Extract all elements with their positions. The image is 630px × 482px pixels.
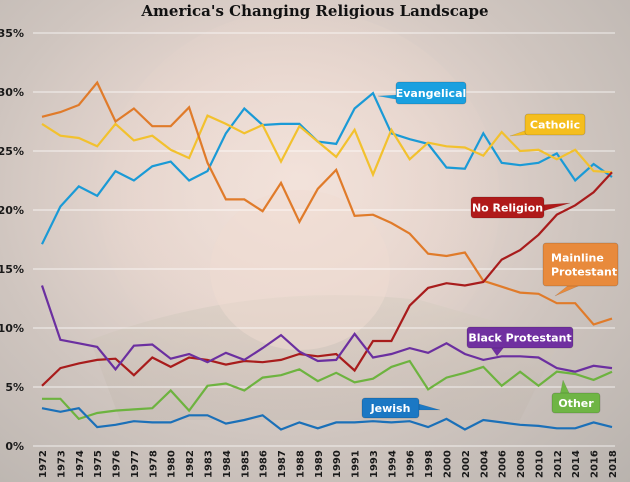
- callout-evangelical: Evangelical: [377, 81, 467, 105]
- x-tick-label: 2008: [516, 450, 527, 478]
- x-tick-label: 1988: [295, 450, 306, 478]
- series-callouts: Evangelical Catholic No Religion MainlinePr…: [361, 81, 619, 419]
- y-tick-label: 15%: [0, 263, 24, 276]
- x-tick-label: 1987: [277, 450, 288, 478]
- x-tick-label: 2016: [590, 450, 601, 478]
- x-tick-label: 1998: [424, 450, 435, 478]
- x-tick-label: 1982: [185, 450, 196, 478]
- callout-jewish: Jewish: [361, 397, 441, 419]
- series-lines: [40, 80, 613, 431]
- x-tick-label: 1996: [406, 450, 417, 478]
- callout-black-protestant: Black Protestant: [466, 326, 574, 357]
- x-tick-label: 1990: [332, 450, 343, 478]
- y-tick-label: 35%: [0, 27, 24, 40]
- y-tick-label: 5%: [5, 381, 24, 394]
- series-line-mainline-protestant: [41, 80, 613, 326]
- callout-catholic: Catholic: [509, 113, 586, 137]
- x-tick-label: 1973: [56, 450, 67, 478]
- callout-label: Catholic: [530, 119, 580, 132]
- x-tick-label: 1986: [259, 450, 270, 478]
- x-tick-label: 2004: [479, 450, 490, 478]
- x-tick-label: 1993: [369, 450, 380, 478]
- x-tick-label: 1972: [38, 450, 49, 478]
- series-line-other: [42, 359, 613, 421]
- x-tick-label: 1985: [240, 450, 251, 478]
- series-line-black-protestant: [40, 285, 613, 373]
- x-tick-label: 1976: [112, 450, 123, 478]
- x-tick-label: 1975: [93, 450, 104, 478]
- callout-box: [551, 392, 601, 414]
- callout-label: Other: [558, 397, 594, 410]
- x-tick-label: 2006: [498, 450, 509, 478]
- callout-label: Protestant: [551, 266, 617, 279]
- y-tick-label: 25%: [0, 145, 24, 158]
- x-tick-label: 2012: [553, 450, 564, 478]
- series-line-no-religion: [41, 171, 613, 387]
- callout-label: Evangelical: [396, 87, 467, 100]
- y-tick-label: 10%: [0, 322, 24, 335]
- y-axis: 0% 5% 10% 15% 20% 25% 30% 35%: [0, 27, 24, 453]
- x-tick-label: 1991: [351, 450, 362, 478]
- gridlines: [33, 32, 615, 447]
- x-tick-label: 1989: [314, 450, 325, 478]
- y-tick-label: 20%: [0, 204, 24, 217]
- series-line-catholic: [41, 114, 613, 178]
- x-tick-label: 1994: [387, 450, 398, 478]
- x-tick-label: 1977: [130, 450, 141, 478]
- callout-box: [542, 242, 619, 287]
- y-tick-label: 30%: [0, 86, 24, 99]
- callout-label: Black Protestant: [468, 332, 571, 345]
- callout-no-religion: No Religion: [470, 196, 571, 219]
- callout-label: Mainline: [551, 252, 604, 265]
- y-tick-label: 0%: [5, 440, 24, 453]
- x-tick-label: 1984: [222, 450, 233, 478]
- callout-box: [395, 81, 467, 105]
- callout-box: [524, 113, 586, 136]
- x-tick-label: 1974: [75, 450, 86, 478]
- x-tick-label: 1983: [203, 450, 214, 478]
- x-tick-label: 2000: [443, 450, 454, 478]
- callout-label: Jewish: [370, 402, 411, 415]
- series-line-jewish: [41, 407, 613, 431]
- x-tick-label: 2018: [608, 450, 619, 478]
- chart-title: America's Changing Religious Landscape: [141, 2, 489, 20]
- callout-other: Other: [551, 379, 601, 414]
- x-axis: 1972 1973 1974 1975 1976 1977 1978 1980 1982 1983…: [38, 450, 619, 478]
- x-tick-label: 2010: [534, 450, 545, 478]
- callout-box: [470, 196, 545, 219]
- callout-label: No Religion: [472, 202, 543, 215]
- callout-box: [361, 397, 420, 419]
- x-tick-label: 2014: [571, 450, 582, 478]
- callout-box: [466, 326, 574, 349]
- x-tick-label: 1978: [148, 450, 159, 478]
- series-line-evangelical: [41, 91, 613, 245]
- x-tick-label: 2002: [461, 450, 472, 478]
- x-tick-label: 1980: [167, 450, 178, 478]
